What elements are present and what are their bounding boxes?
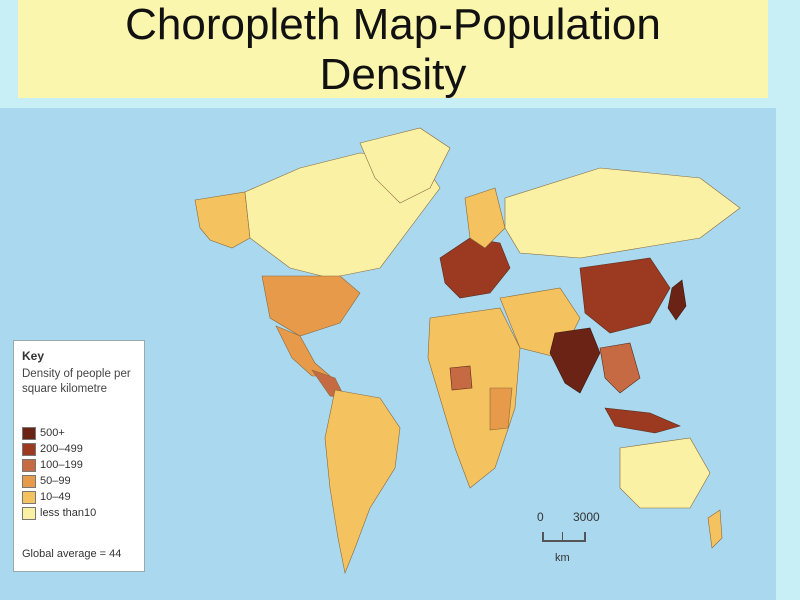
- legend-row: 500+: [22, 425, 96, 441]
- region-greenland: [359, 127, 451, 204]
- title-band: [18, 0, 768, 98]
- legend-row: 50–99: [22, 473, 96, 489]
- region-china: [579, 257, 671, 334]
- legend-label: less than10: [40, 507, 97, 519]
- page-title: Choropleth Map-Population Density: [18, 0, 768, 100]
- legend-row: less than10: [22, 505, 96, 521]
- global-average: Global average = 44: [22, 548, 122, 560]
- scale-unit: km: [555, 552, 570, 564]
- region-new-zealand: [707, 509, 723, 549]
- region-australia: [619, 437, 711, 509]
- legend-label: 200–499: [40, 443, 83, 455]
- legend-row: 10–49: [22, 489, 96, 505]
- world-map: [0, 108, 776, 600]
- region-india: [549, 327, 601, 394]
- legend-swatch: [22, 474, 36, 488]
- scale-bar: 0 3000 km: [537, 510, 617, 580]
- region-south-america: [324, 389, 401, 575]
- scale-bar-line: [542, 532, 586, 542]
- legend-swatch: [22, 442, 36, 456]
- title-line-2: Density: [319, 50, 467, 99]
- region-east-africa: [489, 387, 513, 431]
- region-japan: [667, 279, 687, 321]
- legend-heading: Key: [22, 349, 45, 363]
- region-nigeria: [449, 365, 473, 391]
- region-africa: [427, 307, 521, 489]
- title-line-1: Choropleth Map-Population: [125, 0, 661, 49]
- scale-start: 0: [537, 510, 544, 524]
- legend-label: 50–99: [40, 475, 71, 487]
- legend-subtitle: Density of people per square kilometre: [22, 368, 131, 395]
- legend-label: 10–49: [40, 491, 71, 503]
- region-russia: [504, 167, 741, 259]
- legend-swatch: [22, 458, 36, 472]
- legend-swatch: [22, 490, 36, 504]
- scale-end: 3000: [573, 510, 600, 524]
- legend-label: 500+: [40, 427, 65, 439]
- scale-midpoint-tick: [562, 532, 563, 542]
- region-indonesia: [604, 407, 681, 434]
- region-scandinavia: [464, 187, 506, 249]
- legend-row: 100–199: [22, 457, 96, 473]
- legend-row: 200–499: [22, 441, 96, 457]
- legend-label: 100–199: [40, 459, 83, 471]
- legend-swatch: [22, 506, 36, 520]
- legend-swatch: [22, 426, 36, 440]
- legend-classes: 500+ 200–499 100–199 50–99 10–49 less th…: [22, 425, 96, 521]
- map-legend: Key Density of people per square kilomet…: [13, 340, 145, 572]
- region-usa: [261, 275, 361, 337]
- region-southeast-asia: [599, 342, 641, 394]
